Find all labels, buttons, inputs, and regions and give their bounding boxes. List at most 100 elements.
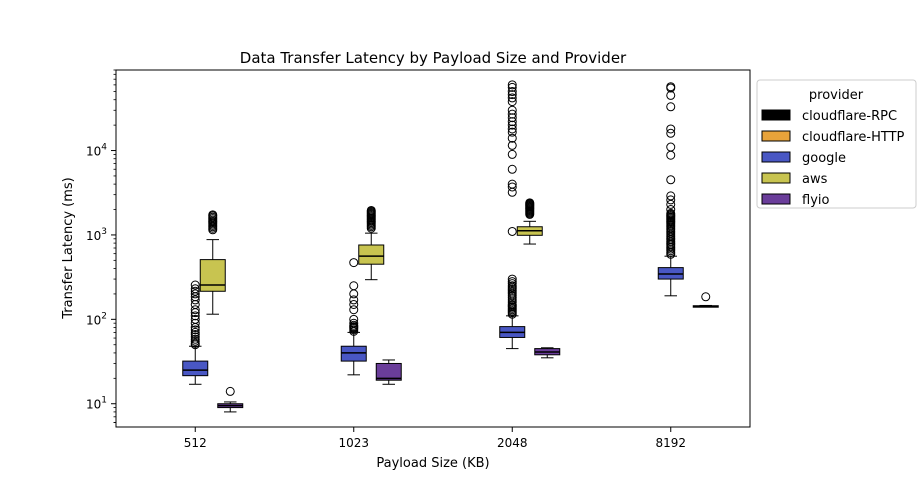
outlier-point — [190, 334, 200, 344]
outlier-point — [507, 105, 517, 115]
outlier-point — [507, 179, 517, 189]
outlier-point — [507, 140, 517, 150]
outlier-point — [507, 87, 517, 97]
outlier-point — [349, 299, 359, 309]
outlier-point — [507, 277, 517, 287]
outlier-point — [507, 90, 517, 100]
box-1023-flyio — [375, 359, 402, 385]
outlier-point — [349, 318, 359, 328]
iqr-box — [358, 244, 385, 265]
outlier-point — [507, 299, 517, 309]
legend-label-cloudflare-HTTP: cloudflare-HTTP — [802, 130, 905, 145]
x-tick-label: 512 — [184, 436, 207, 450]
chart-title: Data Transfer Latency by Payload Size an… — [240, 49, 627, 67]
outlier-point — [666, 191, 676, 201]
outlier-point — [190, 314, 200, 324]
legend: provider cloudflare-RPC cloudflare-HTTP go… — [756, 79, 917, 209]
y-axis-label: Transfer Latency (ms) — [61, 177, 76, 320]
legend-frame — [756, 79, 917, 209]
legend-swatch-flyio — [761, 193, 791, 205]
legend-swatch-google — [761, 151, 791, 163]
y-tick-base: 10 — [86, 313, 101, 327]
outlier-point — [349, 295, 359, 305]
outlier-point — [349, 281, 359, 291]
legend-label-cloudflare-RPC: cloudflare-RPC — [802, 109, 897, 124]
outlier-point — [666, 142, 676, 152]
box-1023-aws — [358, 205, 385, 281]
outlier-point — [225, 386, 235, 396]
outlier-point — [507, 109, 517, 119]
box-512-aws — [199, 210, 226, 315]
outlier-point — [190, 286, 200, 296]
outlier-point — [507, 93, 517, 103]
outlier-point — [507, 182, 517, 192]
y-tick-base: 10 — [86, 145, 101, 159]
outlier-point — [666, 90, 676, 100]
y-tick-label: 101 — [86, 396, 107, 412]
y-tick-label: 104 — [86, 143, 107, 159]
outlier-point — [190, 305, 200, 315]
outlier-point — [507, 80, 517, 90]
y-tick-exponent: 1 — [101, 396, 107, 406]
plot-area — [182, 80, 719, 413]
outlier-point — [666, 102, 676, 112]
outlier-point — [349, 289, 359, 299]
x-tick-label: 1023 — [338, 436, 369, 450]
legend-swatch-aws — [761, 172, 791, 184]
x-axis: 512 1023 2048 8192 — [184, 427, 686, 450]
box-512-google — [182, 280, 209, 385]
outlier-point — [666, 195, 676, 205]
legend-swatch-cloudflare-HTTP — [761, 130, 791, 142]
outlier-point — [666, 128, 676, 138]
y-tick-exponent: 3 — [101, 227, 107, 237]
outlier-point — [190, 295, 200, 305]
outlier-point — [507, 281, 517, 291]
box-512-flyio — [217, 386, 244, 413]
outlier-point — [507, 97, 517, 107]
outlier-point — [190, 299, 200, 309]
outlier-point — [190, 280, 200, 290]
outlier-point — [349, 305, 359, 315]
box-8192-flyio — [692, 292, 719, 308]
legend-title: provider — [809, 88, 864, 103]
outlier-point — [666, 205, 676, 215]
box-2048-flyio — [534, 347, 561, 359]
y-tick-exponent: 4 — [101, 143, 107, 153]
outlier-point — [190, 327, 200, 337]
y-tick-base: 10 — [86, 229, 101, 243]
outlier-point — [507, 149, 517, 159]
box-8192-google — [657, 82, 684, 297]
iqr-box — [182, 360, 209, 377]
iqr-box — [375, 362, 402, 381]
outlier-point — [190, 325, 200, 335]
outlier-point — [666, 208, 676, 218]
legend-swatch-cloudflare-RPC — [761, 109, 791, 121]
outlier-point — [507, 113, 517, 123]
outlier-point — [190, 330, 200, 340]
outlier-point — [507, 120, 517, 130]
outlier-point — [190, 289, 200, 299]
outlier-point — [525, 198, 535, 208]
outlier-point — [666, 150, 676, 160]
iqr-box — [199, 259, 226, 292]
legend-label-aws: aws — [802, 172, 828, 187]
x-tick-label: 2048 — [497, 436, 528, 450]
legend-label-flyio: flyio — [802, 193, 829, 208]
outlier-point — [190, 332, 200, 342]
outlier-point — [349, 320, 359, 330]
box-1023-google — [340, 258, 367, 376]
outlier-point — [366, 205, 376, 215]
y-tick-base: 10 — [86, 398, 101, 412]
plot-frame — [115, 69, 751, 428]
outlier-point — [349, 258, 359, 268]
outlier-point — [666, 124, 676, 134]
outlier-point — [190, 311, 200, 321]
outlier-point — [701, 292, 711, 302]
outlier-point — [666, 175, 676, 185]
outlier-point — [666, 82, 676, 92]
legend-label-google: google — [802, 151, 846, 166]
x-axis-label: Payload Size (KB) — [376, 456, 489, 471]
y-tick-label: 103 — [86, 227, 107, 243]
